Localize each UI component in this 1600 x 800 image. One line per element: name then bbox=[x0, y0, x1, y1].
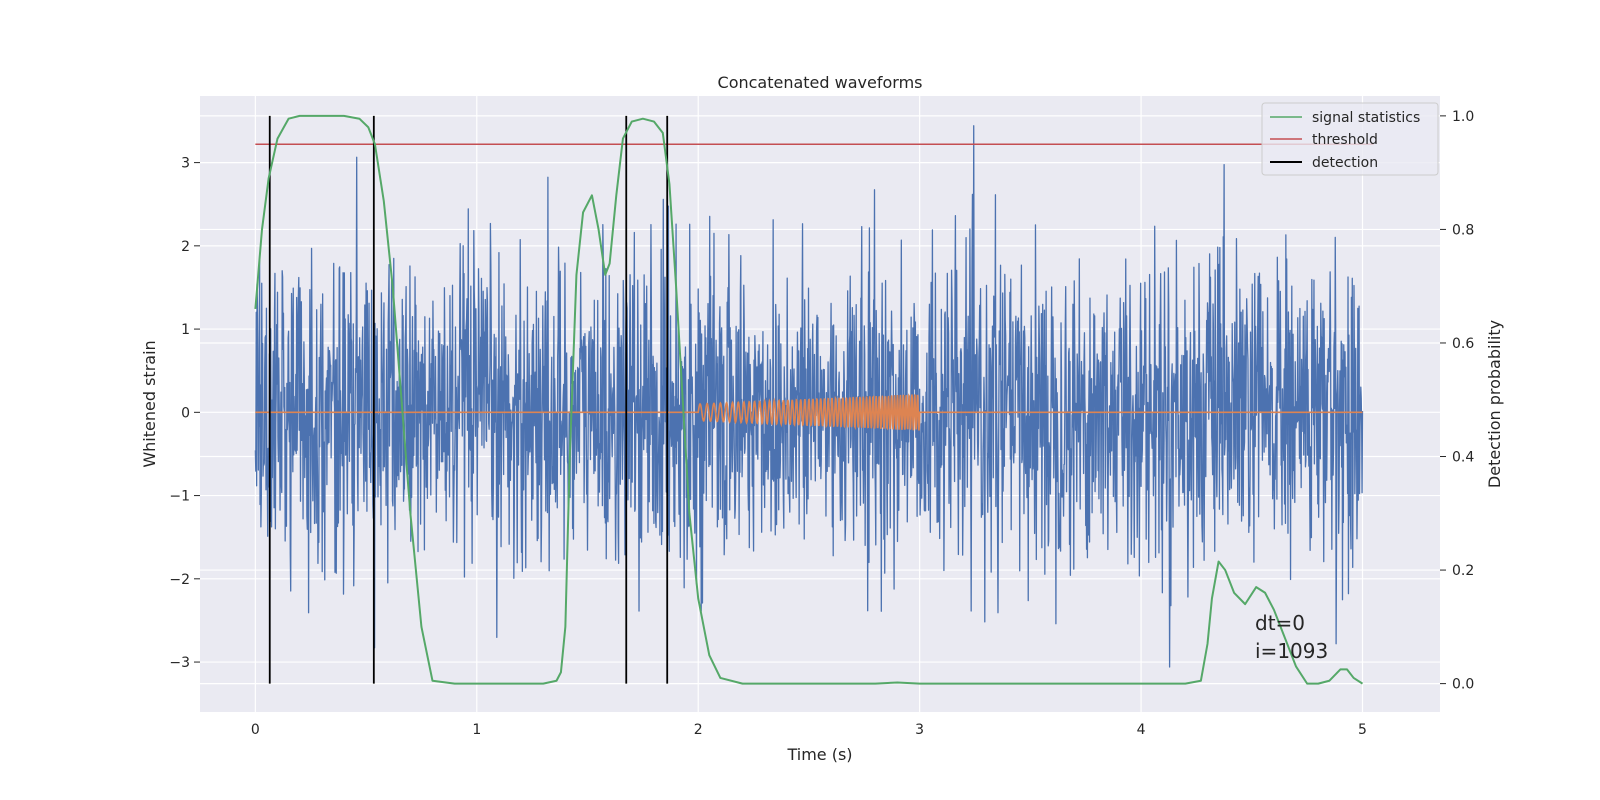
y-tick-label: 3 bbox=[181, 156, 190, 172]
annotation-dt: dt=0 bbox=[1255, 611, 1305, 635]
chart-title: Concatenated waveforms bbox=[718, 73, 923, 92]
y2-axis-label: Detection probability bbox=[1485, 320, 1504, 488]
detection-series bbox=[268, 115, 669, 684]
x-tick-label: 3 bbox=[915, 722, 924, 738]
y-tick-label: −1 bbox=[169, 489, 190, 505]
y-tick-label: 0 bbox=[181, 405, 190, 421]
y2-tick-label: 0.0 bbox=[1452, 677, 1474, 693]
x-axis-label: Time (s) bbox=[786, 745, 852, 764]
y2-tick-label: 0.2 bbox=[1452, 563, 1474, 579]
x-tick-label: 0 bbox=[251, 722, 260, 738]
legend-label: signal statistics bbox=[1312, 110, 1420, 126]
legend-item-threshold: threshold bbox=[1270, 132, 1378, 148]
y2-tick-label: 0.4 bbox=[1452, 450, 1474, 466]
y-axis-left: −3 −2 −1 0 1 2 3 bbox=[169, 156, 200, 671]
strain-line bbox=[254, 125, 1364, 668]
legend-label: detection bbox=[1312, 155, 1378, 171]
injected-waveform-series bbox=[255, 393, 1363, 431]
y2-tick-label: 0.8 bbox=[1452, 222, 1474, 238]
strain-series bbox=[254, 125, 1364, 668]
x-tick-label: 4 bbox=[1137, 722, 1146, 738]
y2-tick-label: 1.0 bbox=[1452, 109, 1474, 125]
signal-statistics-line bbox=[254, 114, 1364, 685]
signal-statistics-series bbox=[254, 114, 1364, 685]
annotation-i: i=1093 bbox=[1255, 639, 1328, 663]
y-tick-label: −3 bbox=[169, 655, 190, 671]
chirp-line bbox=[255, 393, 1363, 431]
legend-label: threshold bbox=[1312, 132, 1378, 148]
y-tick-label: −2 bbox=[169, 572, 190, 588]
x-tick-label: 2 bbox=[694, 722, 703, 738]
legend-item-signal-statistics: signal statistics bbox=[1270, 110, 1420, 126]
x-tick-label: 5 bbox=[1358, 722, 1367, 738]
y-tick-label: 1 bbox=[181, 322, 190, 338]
legend: signal statistics threshold detection bbox=[1261, 102, 1439, 176]
y-axis-right: 0.0 0.2 0.4 0.6 0.8 1.0 bbox=[1440, 109, 1474, 693]
y2-tick-label: 0.6 bbox=[1452, 336, 1474, 352]
y-axis-label: Whitened strain bbox=[140, 340, 159, 467]
annotation: dt=0 i=1093 bbox=[1255, 611, 1328, 663]
y-tick-label: 2 bbox=[181, 239, 190, 255]
x-tick-label: 1 bbox=[472, 722, 481, 738]
x-axis: 0 1 2 3 4 5 bbox=[251, 722, 1367, 738]
legend-item-detection: detection bbox=[1270, 155, 1378, 171]
legend-box bbox=[1261, 102, 1439, 176]
